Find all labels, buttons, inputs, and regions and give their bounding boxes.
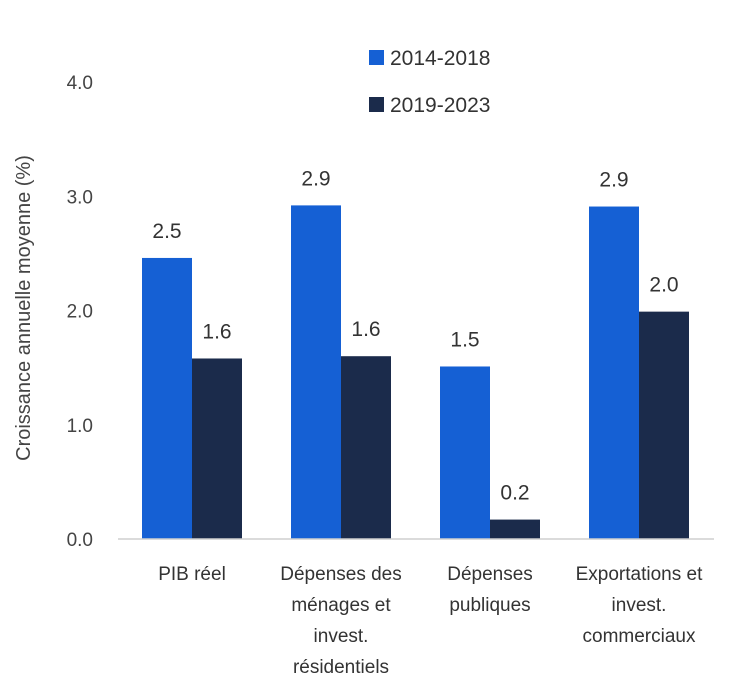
- legend: 2014-2018 2019-2023: [369, 47, 490, 117]
- data-label: 0.2: [500, 482, 529, 505]
- y-axis-label: Croissance annuelle moyenne (%): [13, 155, 35, 461]
- y-tick-label: 3.0: [67, 187, 93, 208]
- data-label: 2.5: [152, 220, 181, 243]
- bar: [291, 205, 341, 539]
- bar: [490, 519, 540, 539]
- y-tick-label: 1.0: [67, 416, 93, 437]
- bar: [341, 356, 391, 539]
- bar: [192, 358, 242, 539]
- legend-swatch: [369, 50, 384, 65]
- y-tick-label: 0.0: [67, 530, 93, 551]
- category-label: PIB réel: [158, 564, 226, 585]
- data-label: 1.6: [202, 320, 231, 343]
- category-label: Dépenses des ménages et invest. résidentiel…: [280, 564, 401, 678]
- category-label: Dépenses publiques: [447, 564, 533, 616]
- y-tick-label: 2.0: [67, 302, 93, 323]
- bar: [440, 366, 490, 539]
- bar: [589, 206, 639, 539]
- legend-label: 2019-2023: [390, 94, 490, 117]
- bars: 2.5 2.9 1.5 2.9 1.6 1.6 0.2 2.0: [142, 167, 689, 539]
- legend-swatch: [369, 97, 384, 112]
- bar: [639, 311, 689, 539]
- category-labels: PIB réel Dépenses des ménages et invest. rés…: [158, 564, 703, 678]
- data-label: 2.0: [649, 274, 678, 297]
- y-axis-ticks: 0.0 1.0 2.0 3.0 4.0: [67, 73, 93, 551]
- bar: [142, 257, 192, 539]
- data-label: 1.6: [351, 318, 380, 341]
- y-tick-label: 4.0: [67, 73, 93, 94]
- data-label: 1.5: [450, 328, 479, 351]
- category-label: Exportations et invest. commerciaux: [576, 564, 703, 647]
- legend-label: 2014-2018: [390, 47, 490, 70]
- data-label: 2.9: [301, 167, 330, 190]
- data-label: 2.9: [599, 169, 628, 192]
